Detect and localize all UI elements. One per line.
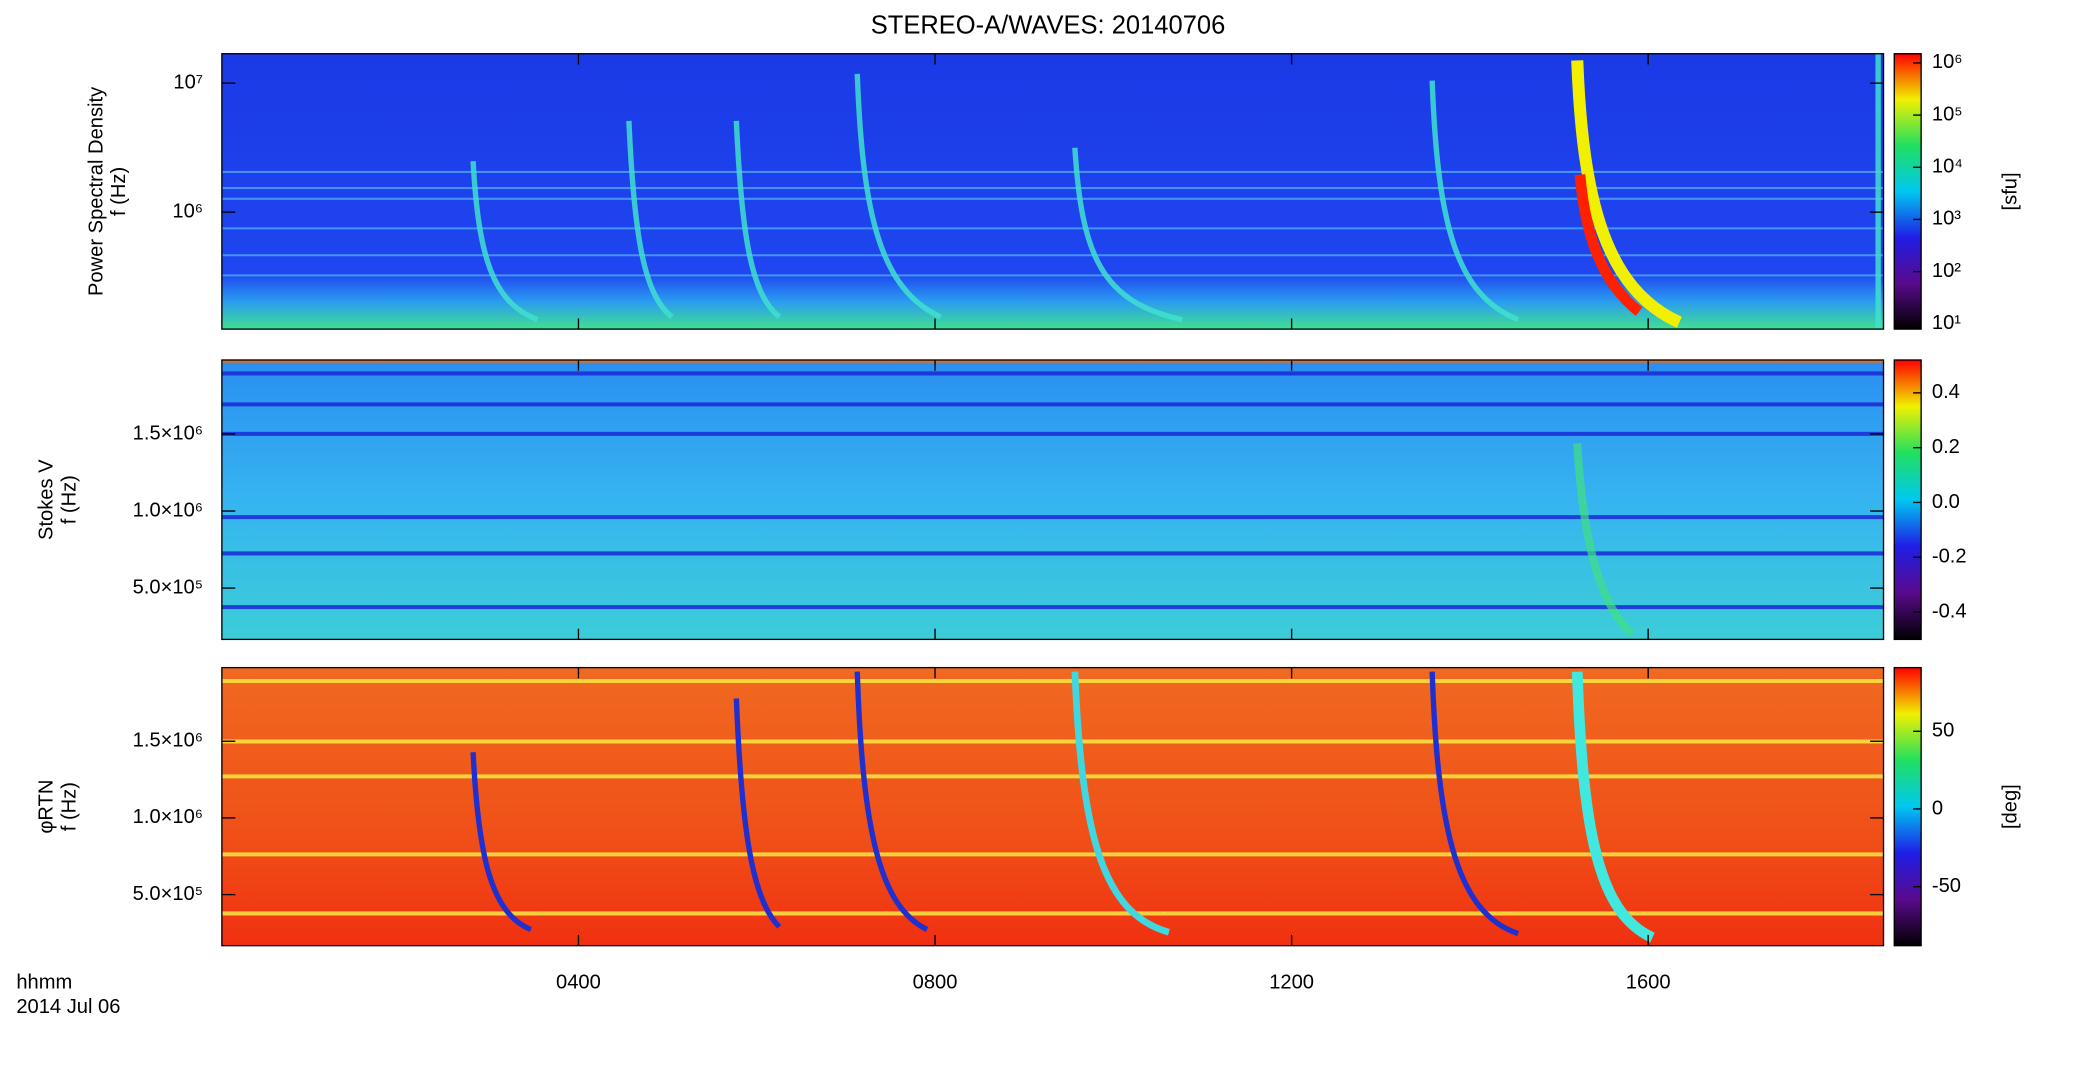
plot-frame: [221, 359, 1885, 641]
colorbar-tick-label: 0: [1932, 797, 1943, 819]
x-tick-label: 0400: [556, 972, 601, 994]
x-tick-label: 1600: [1626, 972, 1671, 994]
plot-frame: [221, 53, 1885, 330]
spectrogram-texture: [221, 53, 1884, 946]
y-tick-label: 1.5×10⁶: [133, 422, 203, 444]
y-tick-label: 5.0×10⁵: [133, 576, 203, 598]
colorbar-tick-label: -0.2: [1932, 546, 1967, 568]
x-axis-label: hhmm: [16, 972, 72, 994]
colorbar: [1893, 359, 1922, 641]
y-tick-label: 10⁶: [172, 200, 203, 222]
colorbar-tick-label: -0.4: [1932, 600, 1967, 622]
colorbar: [1893, 53, 1922, 330]
y-axis-label: Stokes V: [36, 459, 58, 540]
colorbar: [1893, 666, 1922, 947]
y-tick-label: 1.5×10⁶: [133, 730, 203, 752]
plot-frame: [221, 666, 1885, 947]
colorbar-tick-label: -50: [1932, 875, 1961, 897]
y-axis-label: φRTN: [36, 780, 58, 834]
colorbar-tick-label: 50: [1932, 720, 1954, 742]
colorbar-tick-label: 0.2: [1932, 436, 1960, 458]
x-axis-label: 2014 Jul 06: [16, 996, 120, 1018]
y-tick-label: 10⁷: [173, 71, 203, 93]
x-tick-label: 1200: [1269, 972, 1314, 994]
y-tick-label: 5.0×10⁵: [133, 883, 203, 905]
colorbar-tick-label: 10²: [1932, 260, 1961, 282]
chart-title: STEREO-A/WAVES: 20140706: [871, 12, 1226, 40]
y-tick-label: 1.0×10⁶: [133, 806, 203, 828]
colorbar-tick-label: 10⁶: [1932, 51, 1963, 73]
colorbar-label: [sfu]: [1999, 172, 2021, 210]
x-tick-label: 0800: [913, 972, 958, 994]
y-axis-label: f (Hz): [108, 167, 130, 216]
colorbar-tick-label: 10³: [1932, 208, 1961, 230]
colorbar-tick-label: 10⁵: [1932, 103, 1963, 125]
colorbar-tick-label: 0.0: [1932, 491, 1960, 513]
colorbar-label: [deg]: [1999, 784, 2021, 829]
y-axis-label: f (Hz): [58, 782, 80, 831]
colorbar-tick-label: 0.4: [1932, 381, 1960, 403]
y-axis-label: Power Spectral Density: [85, 86, 107, 296]
colorbar-tick-label: 10⁴: [1932, 156, 1963, 178]
colorbar-tick-label: 10¹: [1932, 312, 1961, 334]
y-tick-label: 1.0×10⁶: [133, 499, 203, 521]
y-axis-label: f (Hz): [58, 475, 80, 524]
